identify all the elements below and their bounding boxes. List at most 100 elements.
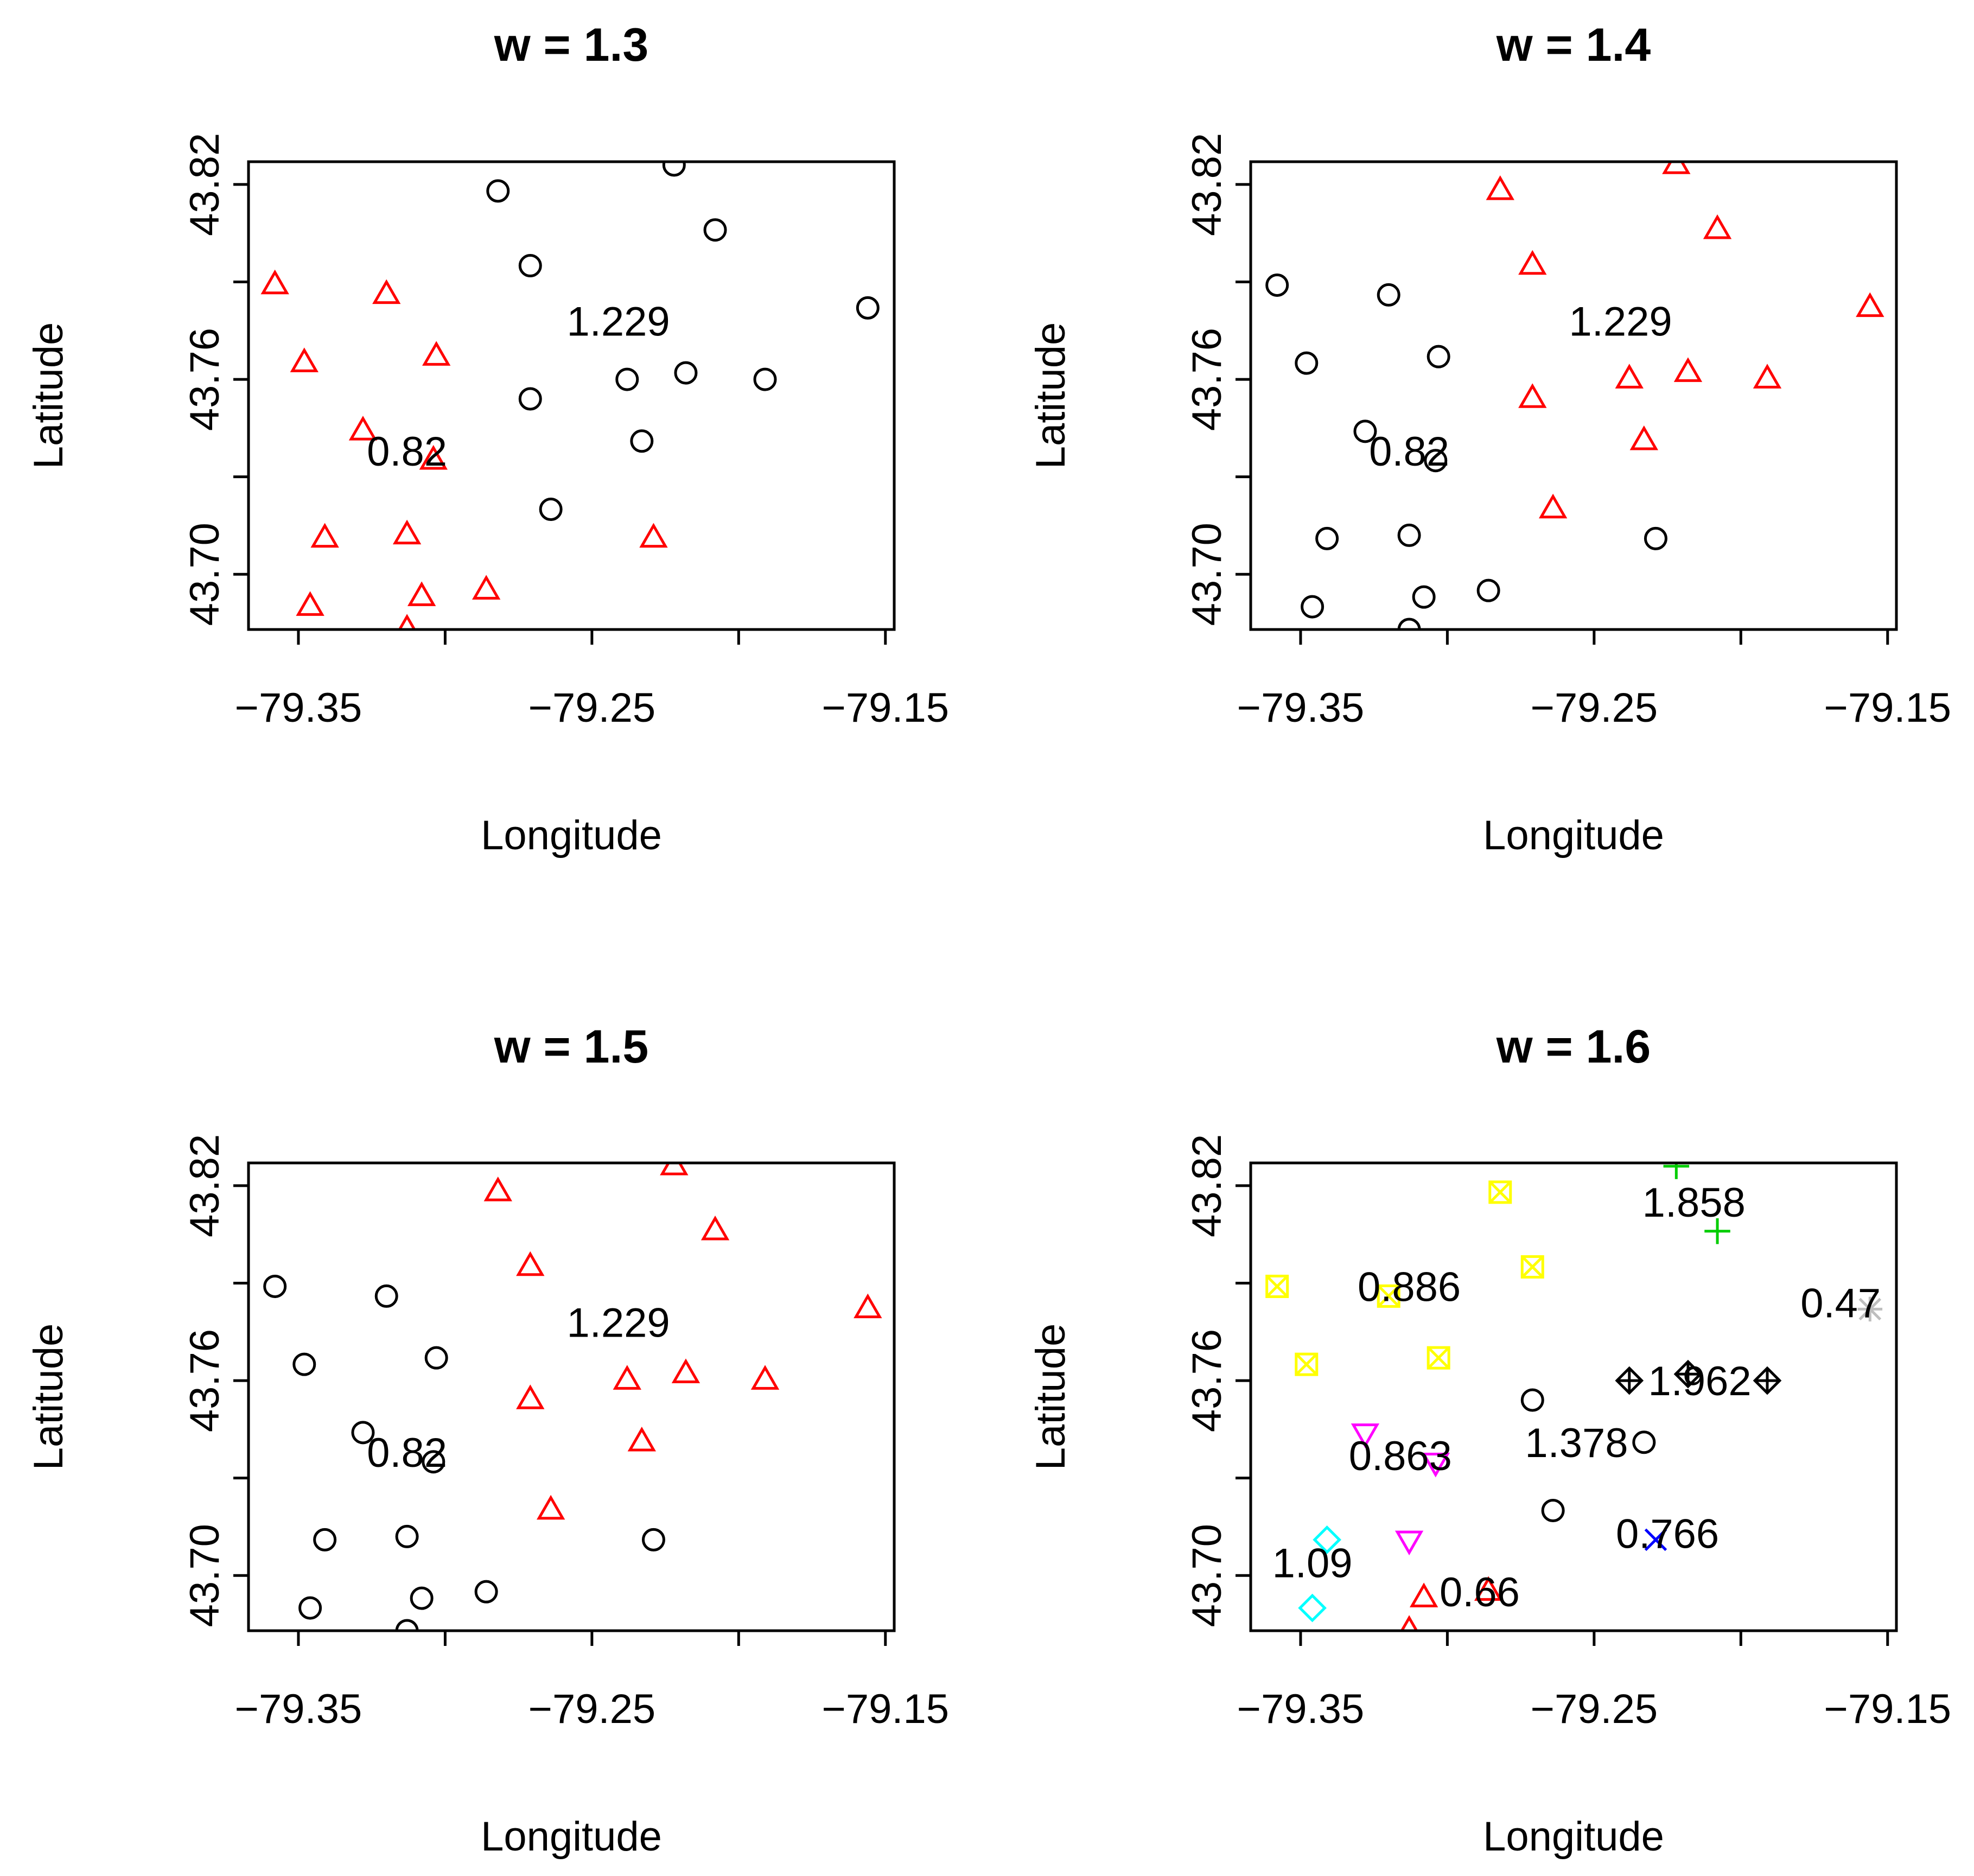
triangle-marker: [1615, 364, 1644, 389]
diamond-plus-marker: [1615, 1366, 1644, 1395]
y-tick-label: 43.82: [1184, 1134, 1230, 1237]
square-x-marker: [1520, 1255, 1544, 1279]
circle-marker: [395, 1619, 419, 1631]
x-tick-label: −79.35: [1237, 1686, 1365, 1732]
circle-marker: [486, 179, 510, 203]
annotations: 1.229 0.82: [367, 298, 670, 474]
circle-marker: [703, 218, 727, 242]
triangle-marker: [627, 1427, 656, 1452]
axis-ticks: −79.35 −79.25 −79.15 43.70 43.76 43.82: [182, 133, 949, 731]
circle-marker: [1520, 1388, 1544, 1412]
plus-marker: [1663, 1163, 1690, 1179]
panel-w-1-4: w = 1.4 Longitude Latitude −79.35 −79.25−…: [1028, 19, 1951, 858]
circle-marker: [518, 254, 542, 278]
circle-marker: [424, 1346, 448, 1370]
triangle-marker: [1518, 250, 1547, 275]
circle-marker: [1397, 618, 1421, 629]
triangle-marker: [671, 1358, 701, 1383]
plot-frame: [1249, 160, 1898, 631]
circle-marker: [1301, 595, 1325, 619]
asterisk-marker: [1857, 1296, 1883, 1322]
circle-marker: [1315, 526, 1339, 550]
triangle-marker: [1400, 1615, 1418, 1631]
circle-marker: [1265, 273, 1289, 297]
scatter-points: [1265, 1163, 1883, 1655]
y-tick-label: 43.76: [1184, 1329, 1230, 1432]
annotations: 1.858 0.886 0.47 1.962 1.378 0.863 0.766 1.09 0.…: [1272, 1180, 1881, 1616]
axis-ticks: −79.35 −79.25 −79.15 43.70 43.76 43.82: [182, 1134, 949, 1732]
triangle-marker: [639, 523, 668, 548]
circle-marker: [410, 1586, 434, 1610]
value-annotation: 0.82: [367, 429, 447, 475]
triangle-marker: [1518, 383, 1547, 408]
circle-marker: [1412, 585, 1436, 609]
circle-marker: [544, 1637, 564, 1657]
circle-marker: [351, 1421, 375, 1445]
triangle-marker: [419, 444, 448, 470]
x-tick-label: −79.25: [528, 685, 656, 731]
triangle-marker: [348, 416, 378, 441]
diamond-marker: [1313, 1525, 1341, 1554]
circle-marker: [1424, 449, 1448, 473]
triangle-marker: [1673, 357, 1703, 382]
x-tick-label: −79.35: [235, 685, 362, 731]
value-annotation: 1.962: [1648, 1358, 1751, 1404]
x-tick-label: −79.25: [528, 1686, 656, 1732]
circle-marker: [263, 1274, 287, 1298]
circle-marker: [1377, 283, 1400, 307]
y-tick-label: 43.76: [182, 1329, 228, 1432]
circle-marker: [313, 1528, 337, 1551]
triangle-marker: [1409, 1582, 1438, 1607]
x-axis-label: Longitude: [481, 1814, 662, 1860]
triangle-marker: [290, 347, 319, 372]
circle-marker: [615, 367, 639, 391]
scatter-points: [1265, 162, 1884, 629]
y-tick-label: 43.70: [182, 1524, 228, 1627]
value-annotation: 1.229: [1569, 298, 1672, 345]
value-annotation: 0.82: [367, 1430, 447, 1476]
circle-marker: [856, 296, 880, 320]
circle-marker: [395, 1524, 419, 1548]
triangle-down-marker: [1421, 1452, 1450, 1478]
triangle-marker: [1856, 292, 1884, 317]
circle-marker: [1427, 345, 1450, 368]
circle-marker: [1541, 1499, 1565, 1523]
circle-marker: [753, 367, 777, 391]
x-axis-label: Longitude: [481, 812, 662, 858]
plot-frame: [247, 1161, 896, 1632]
x-tick-label: −79.25: [1531, 1686, 1658, 1732]
y-axis-label: Latitude: [26, 1324, 72, 1470]
y-axis-label: Latitude: [26, 322, 72, 469]
triangle-marker: [483, 1177, 512, 1201]
panel-w-1-6: w = 1.6 Longitude Latitude −79.35 −79.25−…: [1028, 1021, 1951, 1860]
y-axis-label: Latitude: [1028, 1324, 1074, 1470]
circle-marker: [518, 387, 542, 411]
square-x-marker: [1488, 1180, 1512, 1204]
triangle-marker: [472, 575, 501, 600]
triangle-marker: [701, 1215, 730, 1241]
axis-ticks: −79.35 −79.25 −79.15 43.70 43.76 43.82: [1184, 1134, 1951, 1732]
y-tick-label: 43.76: [1184, 328, 1230, 431]
value-annotation: 1.378: [1525, 1420, 1628, 1466]
diamond-plus-marker: [1753, 1366, 1782, 1395]
triangle-down-marker: [1351, 1423, 1380, 1448]
triangle-marker: [1544, 1634, 1568, 1655]
value-annotation: 0.47: [1800, 1280, 1881, 1326]
plot-frame: [1249, 1161, 1898, 1632]
triangle-marker: [296, 591, 324, 616]
y-tick-label: 43.82: [1184, 133, 1230, 236]
y-tick-label: 43.70: [1184, 1524, 1230, 1627]
x-tick-label: −79.35: [235, 1686, 362, 1732]
x-tick-label: −79.15: [822, 1686, 949, 1732]
triangle-marker: [516, 1251, 545, 1276]
circle-marker: [298, 1596, 322, 1620]
circle-marker: [1295, 351, 1319, 375]
circle-marker: [630, 429, 654, 453]
y-tick-label: 43.76: [182, 328, 228, 431]
axis-ticks: −79.35 −79.25 −79.15 43.70 43.76 43.82: [1184, 133, 1951, 731]
value-annotation: 0.66: [1440, 1569, 1520, 1616]
triangle-marker: [613, 1365, 641, 1390]
scatter-points: [263, 1163, 882, 1657]
square-x-marker: [1427, 1346, 1450, 1370]
